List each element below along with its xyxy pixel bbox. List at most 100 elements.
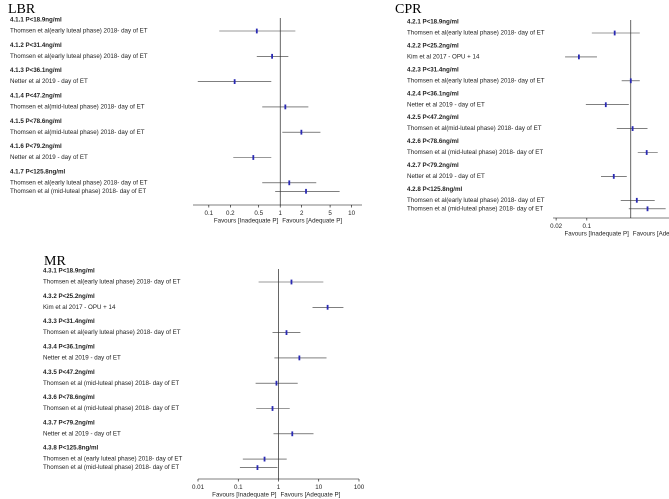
panel-title: CPR — [395, 2, 422, 17]
x-tick-label: 5 — [328, 210, 332, 217]
x-tick-label: 10 — [315, 484, 322, 491]
point-estimate — [233, 79, 236, 84]
point-estimate — [577, 54, 580, 60]
study-label: Netter et al 2019 - day of ET — [43, 430, 121, 437]
point-estimate — [290, 279, 293, 285]
study-label: Thomsen et al(mid-luteal phase) 2018- da… — [407, 125, 542, 132]
subgroup-heading: 4.2.6 P<78.6ng/ml — [407, 138, 459, 145]
point-estimate — [305, 188, 307, 194]
subgroup-heading: 4.3.2 P<25.2ng/ml — [43, 293, 95, 300]
x-tick-label: 0.1 — [234, 484, 243, 491]
study-label: Kim et al 2017 - OPU + 14 — [43, 304, 116, 311]
x-tick-label: 10 — [348, 210, 355, 217]
subgroup-heading: 4.1.6 P<79.2ng/ml — [10, 143, 62, 150]
x-tick-label: 2 — [300, 210, 304, 217]
study-label: Thomsen et al (mid-luteal phase) 2018- d… — [407, 205, 543, 212]
x-tick-label: 0.02 — [550, 223, 563, 230]
point-estimate — [604, 102, 607, 108]
study-label: Thomsen et al(early luteal phase) 2018- … — [407, 197, 545, 204]
subgroup-heading: 4.3.7 P<79.2ng/ml — [43, 419, 95, 426]
subgroup-heading: 4.3.8 P<125.8ng/ml — [43, 445, 98, 452]
study-label: Thomsen et al (mid-luteal phase) 2018- d… — [407, 149, 543, 156]
point-estimate — [326, 304, 329, 310]
point-estimate — [263, 456, 266, 462]
study-label: Thomsen et al (mid-luteal phase) 2018- d… — [43, 405, 179, 412]
point-estimate — [284, 104, 287, 110]
favours-left-label: Favours [Inadequate P] — [214, 218, 279, 225]
study-label: Thomsen et al (early luteal phase) 2018-… — [43, 456, 183, 463]
point-estimate — [300, 129, 303, 135]
point-estimate — [271, 406, 274, 411]
forest-panel: CPR 4.2.1 P<18.9ng/ml Thomsen et al(early … — [395, 2, 669, 238]
subgroup-heading: 4.1.7 P<125.8ng/ml — [10, 168, 65, 175]
point-estimate — [275, 380, 278, 386]
subgroup-heading: 4.1.5 P<78.6ng/ml — [10, 118, 62, 125]
subgroup-heading: 4.3.4 P<36.1ng/ml — [43, 344, 95, 351]
subgroup-heading: 4.2.7 P<79.2ng/ml — [407, 162, 459, 169]
point-estimate — [285, 330, 288, 335]
x-tick-label: 0.01 — [192, 484, 205, 491]
x-tick-label: 1 — [278, 210, 282, 217]
study-label: Netter et al 2019 - day of ET — [10, 78, 88, 85]
study-label: Thomsen et al(early luteal phase) 2018- … — [10, 179, 148, 186]
x-tick-label: 0.1 — [583, 223, 592, 230]
study-label: Thomsen et al(mid-luteal phase) 2018- da… — [10, 129, 145, 136]
panel-title: LBR — [8, 2, 36, 17]
point-estimate — [255, 28, 258, 34]
point-estimate — [288, 180, 291, 186]
study-label: Thomsen et al (mid-luteal phase) 2018- d… — [10, 188, 146, 195]
favours-left-label: Favours [Inadequate P] — [212, 492, 277, 499]
subgroup-heading: 4.3.5 P<47.2ng/ml — [43, 369, 95, 376]
study-label: Thomsen et al(early luteal phase) 2018- … — [407, 77, 545, 84]
point-estimate — [298, 355, 301, 361]
subgroup-heading: 4.1.1 P<18.9ng/ml — [10, 17, 62, 24]
forest-panel: MR4.3.1 P<18.9ng/ml Thomsen et al(early l… — [43, 254, 365, 498]
point-estimate — [271, 53, 274, 59]
point-estimate — [291, 431, 294, 437]
subgroup-heading: 4.3.6 P<78.6ng/ml — [43, 394, 95, 401]
subgroup-heading: 4.2.4 P<36.1ng/ml — [407, 90, 459, 97]
favours-left-label: Favours [Inadequate P] — [564, 231, 629, 238]
study-label: Netter et al 2019 - day of ET — [407, 101, 485, 108]
study-label: Thomsen et al(early luteal phase) 2018- … — [10, 28, 148, 35]
study-label: Thomsen et al(early luteal phase) 2018- … — [43, 279, 181, 286]
subgroup-heading: 4.3.3 P<31.4ng/ml — [43, 318, 95, 325]
point-estimate — [631, 126, 634, 131]
study-label: Netter et al 2019 - day of ET — [43, 355, 121, 362]
subgroup-heading: 4.1.2 P<31.4ng/ml — [10, 42, 62, 49]
study-label: Thomsen et al(mid-luteal phase) 2018- da… — [10, 104, 145, 111]
x-tick-label: 0.2 — [226, 210, 235, 217]
subgroup-heading: 4.2.1 P<18.9ng/ml — [407, 19, 459, 26]
study-label: Kim et al 2017 - OPU + 14 — [407, 54, 480, 61]
study-label: Thomsen et al(early luteal phase) 2018- … — [407, 30, 545, 37]
x-tick-label: 0.5 — [254, 210, 263, 217]
study-label: Thomsen et al (mid-luteal phase) 2018- d… — [43, 464, 179, 471]
x-tick-label: 0.1 — [205, 210, 214, 217]
point-estimate — [252, 155, 255, 160]
favours-right-label: Favours [Adequate P] — [633, 231, 669, 238]
subgroup-heading: 4.2.3 P<31.4ng/ml — [407, 66, 459, 73]
subgroup-heading: 4.2.8 P<125.8ng/ml — [407, 186, 462, 193]
study-label: Netter et al 2019 - day of ET — [10, 154, 88, 161]
point-estimate — [613, 30, 616, 36]
favours-right-label: Favours [Adequate P] — [281, 492, 341, 499]
study-label: Thomsen et al (mid-luteal phase) 2018- d… — [43, 380, 179, 387]
favours-right-label: Favours [Adequate P] — [282, 218, 342, 225]
x-tick-label: 1 — [277, 484, 281, 491]
point-estimate — [635, 197, 638, 203]
subgroup-heading: 4.2.2 P<25.2ng/ml — [407, 43, 459, 50]
point-estimate — [646, 206, 649, 212]
study-label: Thomsen et al(early luteal phase) 2018- … — [43, 329, 181, 336]
x-tick-label: 100 — [354, 484, 365, 491]
point-estimate — [645, 150, 648, 155]
point-estimate — [629, 78, 632, 84]
study-label: Netter et al 2019 - day of ET — [407, 173, 485, 180]
subgroup-heading: 4.3.1 P<18.9ng/ml — [43, 268, 95, 275]
subgroup-heading: 4.1.3 P<36.1ng/ml — [10, 67, 62, 74]
subgroup-heading: 4.1.4 P<47.2ng/ml — [10, 93, 62, 100]
point-estimate — [612, 174, 615, 179]
study-label: Thomsen et al(early luteal phase) 2018- … — [10, 53, 148, 60]
point-estimate — [256, 465, 259, 470]
